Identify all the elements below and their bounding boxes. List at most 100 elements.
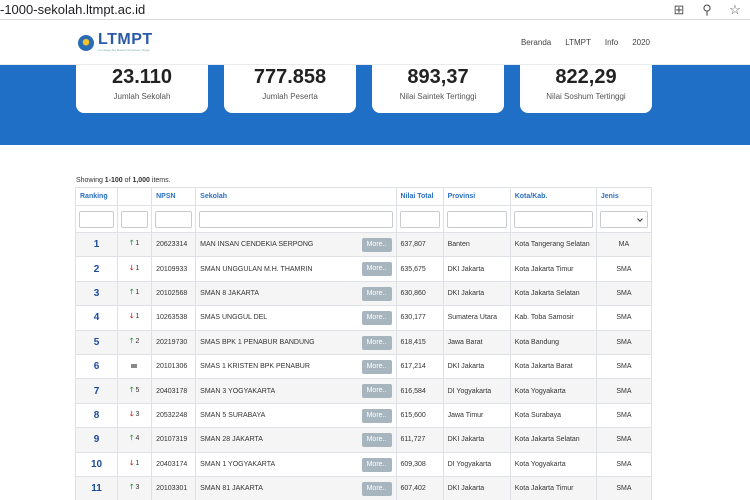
more-button[interactable]: More.. (361, 481, 392, 496)
table-summary: Showing 1-100 of 1,000 items. (76, 177, 171, 184)
summary-prefix: Showing (76, 177, 105, 184)
kota-cell: Kota Jakarta Selatan (509, 280, 597, 307)
rank-change-value: 1 (135, 313, 140, 321)
filter-npsn-input[interactable] (155, 210, 193, 228)
rank-change-value: 1 (135, 264, 140, 272)
jenis-cell: SMA (595, 451, 653, 477)
nav-2020[interactable]: 2020 (632, 38, 650, 47)
kota-cell: Kab. Toba Samosir (509, 305, 597, 331)
rank-cell: 10 (74, 451, 119, 477)
col-header-jenis[interactable]: Jenis (595, 187, 653, 206)
provinsi-cell: DKI Jakarta (442, 427, 511, 453)
table-row: 5 🡑 2 20219730 SMAS BPK 1 PENABUR BANDUNG Mor… (74, 329, 653, 355)
table-row: 2 🡓 1 20109933 SMAN UNGGULAN M.H. THAMRIN Mor… (74, 256, 653, 282)
ranking-table: Ranking NPSN Sekolah Nilai Total Provins… (74, 187, 653, 500)
npsn-cell: 20623314 (151, 231, 197, 258)
jenis-cell: MA (595, 231, 653, 258)
rank-cell: 7 (74, 378, 119, 404)
table-row: 10 🡓 1 20403174 SMAN 1 YOGYAKARTA More.. 609,3… (74, 451, 653, 477)
provinsi-cell: Jawa Barat (442, 329, 511, 355)
school-name: SMAN 28 JAKARTA (200, 436, 263, 444)
more-button[interactable]: More.. (361, 408, 392, 423)
rank-cell: 4 (74, 305, 119, 331)
filter-change-input[interactable] (121, 210, 149, 228)
more-button[interactable]: More.. (361, 384, 392, 399)
arrow-down-icon: 🡓 (129, 410, 134, 418)
star-icon[interactable]: ☆ (729, 2, 741, 17)
table-row: 11 🡑 3 20103301 SMAN 81 JAKARTA More.. 607,402… (74, 475, 653, 500)
more-button[interactable]: More.. (361, 359, 392, 374)
nilai-total-cell: 635,675 (395, 256, 444, 282)
school-name: SMAN 5 SURABAYA (200, 411, 266, 419)
nav-beranda[interactable]: Beranda (520, 38, 552, 47)
col-header-change (117, 187, 153, 206)
stat-card-jumlah-peserta: 777.858 Jumlah Peserta (224, 65, 356, 113)
stat-card-nilai-saintek: 893,37 Nilai Saintek Tertinggi (372, 65, 504, 113)
nilai-total-cell: 630,860 (395, 280, 444, 307)
provinsi-cell: DKI Jakarta (442, 280, 511, 307)
rank-change-cell: 🡓 1 (117, 256, 153, 282)
npsn-cell: 20101306 (151, 353, 197, 380)
col-header-nilai-total[interactable]: Nilai Total (395, 187, 444, 206)
filter-jenis-select[interactable] (599, 210, 648, 228)
filter-kota-input[interactable] (513, 210, 593, 228)
arrow-up-icon: 🡑 (129, 288, 134, 296)
filter-sekolah-input[interactable] (199, 210, 393, 228)
col-header-provinsi[interactable]: Provinsi (442, 187, 511, 206)
rank-change-cell: 🡓 3 (117, 402, 153, 429)
jenis-cell: SMA (595, 353, 653, 380)
npsn-cell: 20102568 (151, 280, 197, 307)
npsn-cell: 20107319 (151, 427, 197, 453)
npsn-cell: 20403174 (151, 451, 197, 477)
more-button[interactable]: More.. (361, 335, 392, 350)
nilai-total-cell: 607,402 (395, 475, 444, 500)
col-header-sekolah[interactable]: Sekolah (195, 187, 397, 206)
filter-nilai-input[interactable] (399, 210, 440, 228)
table-row: 3 🡑 1 20102568 SMAN 8 JAKARTA More.. 630,860 DK… (74, 280, 653, 307)
rank-change-cell: 🡑 1 (117, 231, 153, 258)
filter-provinsi-input[interactable] (446, 210, 507, 228)
url-text[interactable]: -1000-sekolah.ltmpt.ac.id (0, 2, 146, 17)
zoom-icon[interactable]: ⚲ (702, 2, 712, 17)
filter-cell (117, 205, 153, 233)
school-name: SMAN 1 YOGYAKARTA (200, 460, 276, 468)
table-row: 4 🡓 1 10263538 SMAS UNGGUL DEL More.. 630,177 S… (74, 305, 653, 331)
filter-cell (151, 205, 197, 233)
table-row: 6 20101306 SMAS 1 KRISTEN BPK PENABUR More.… (74, 353, 653, 380)
rank-change-cell: 🡑 2 (117, 329, 153, 355)
col-header-npsn[interactable]: NPSN (151, 187, 197, 206)
more-button[interactable]: More.. (361, 457, 392, 472)
filter-cell (595, 205, 653, 233)
rank-change-value: 2 (135, 337, 140, 345)
provinsi-cell: DKI Jakarta (442, 256, 511, 282)
more-button[interactable]: More.. (361, 311, 392, 326)
filter-cell (74, 205, 119, 233)
rank-change-value: 1 (135, 459, 140, 467)
header-row: Ranking NPSN Sekolah Nilai Total Provins… (74, 187, 653, 206)
nav-ltmpt[interactable]: LTMPT (565, 38, 591, 47)
rank-change-cell (117, 353, 153, 380)
nav-info[interactable]: Info (604, 38, 619, 47)
more-button[interactable]: More.. (361, 262, 392, 277)
jenis-cell: SMA (595, 378, 653, 404)
more-button[interactable]: More.. (361, 433, 392, 448)
more-button[interactable]: More.. (361, 286, 392, 301)
nilai-total-cell: 618,415 (395, 329, 444, 355)
school-name: MAN INSAN CENDEKIA SERPONG (200, 241, 314, 249)
school-cell: SMAN 1 YOGYAKARTA More.. (195, 451, 397, 477)
more-button[interactable]: More.. (361, 238, 392, 252)
ltmpt-logo[interactable]: LTMPT Lembaga Tes Masuk Perguruan Tinggi (78, 31, 153, 52)
col-header-ranking[interactable]: Ranking (74, 187, 119, 206)
filter-cell (195, 205, 397, 233)
logo-wordmark: LTMPT (98, 31, 153, 48)
provinsi-cell: DI Yogyakarta (442, 451, 511, 477)
rank-change-cell: 🡑 4 (117, 427, 153, 453)
kota-cell: Kota Surabaya (509, 402, 597, 429)
col-header-kota[interactable]: Kota/Kab. (509, 187, 597, 206)
filter-ranking-input[interactable] (79, 210, 115, 228)
grid-icon[interactable]: ⊞ (673, 2, 685, 17)
rank-cell: 1 (74, 231, 119, 258)
summary-mid: of (122, 177, 133, 184)
school-cell: SMAN UNGGULAN M.H. THAMRIN More.. (195, 256, 397, 282)
kota-cell: Kota Yogyakarta (509, 451, 597, 477)
